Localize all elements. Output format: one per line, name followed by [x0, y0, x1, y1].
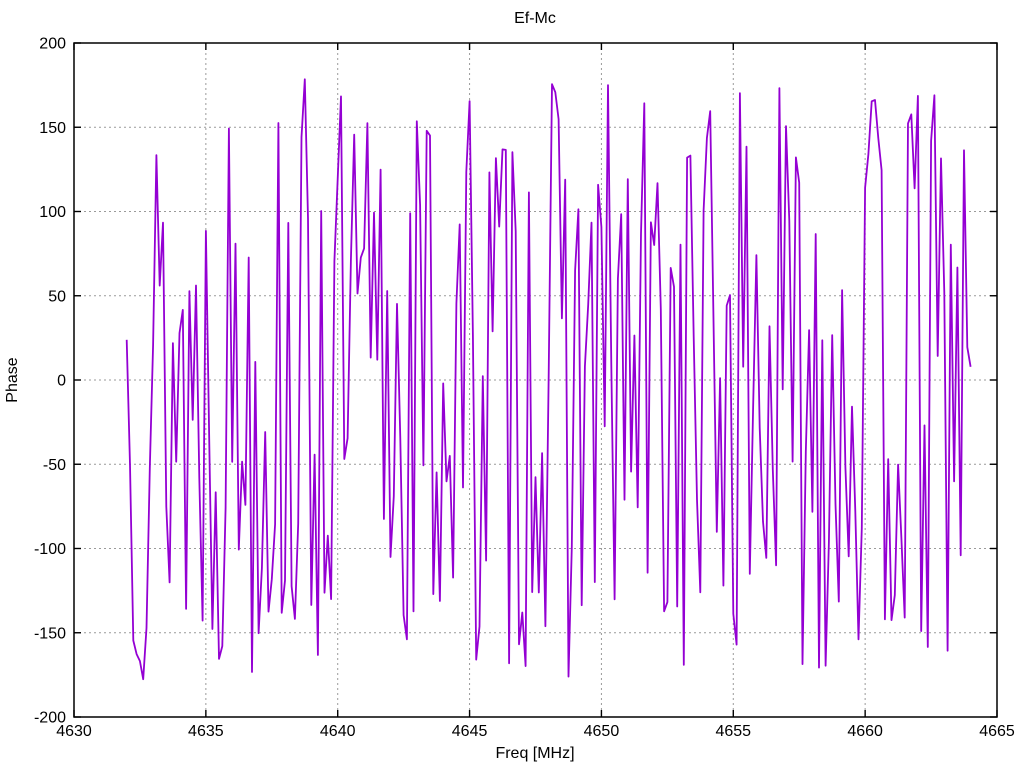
y-axis-label: Phase: [4, 357, 21, 402]
x-tick-label: 4640: [320, 723, 356, 740]
x-tick-label: 4660: [847, 723, 883, 740]
y-tick-label: -100: [34, 541, 66, 558]
phase-trace-line: [125, 78, 972, 681]
y-tick-label: 0: [57, 373, 66, 390]
x-tick-label: 4665: [979, 723, 1015, 740]
x-tick-label: 4645: [452, 723, 488, 740]
x-tick-label: 4655: [715, 723, 751, 740]
x-tick-labels: 4630 4635 4640 4645 4650 4655 4660 4665: [56, 723, 1015, 740]
y-tick-label: 50: [48, 288, 66, 305]
x-axis-label: Freq [MHz]: [495, 745, 574, 762]
y-tick-label: 150: [39, 120, 66, 137]
x-tick-label: 4635: [188, 723, 224, 740]
phase-trace: [125, 78, 972, 681]
x-tick-label: 4650: [584, 723, 620, 740]
y-tick-label: -50: [43, 457, 66, 474]
y-tick-label: 100: [39, 204, 66, 221]
x-tick-label: 4630: [56, 723, 92, 740]
y-tick-label: -200: [34, 710, 66, 727]
y-tick-label: -150: [34, 625, 66, 642]
y-tick-labels: -200 -150 -100 -50 0 50 100 150 200: [34, 36, 66, 727]
chart-title: Ef-Mc: [514, 10, 556, 27]
plot-border: [73, 42, 998, 718]
y-tick-label: 200: [39, 36, 66, 53]
